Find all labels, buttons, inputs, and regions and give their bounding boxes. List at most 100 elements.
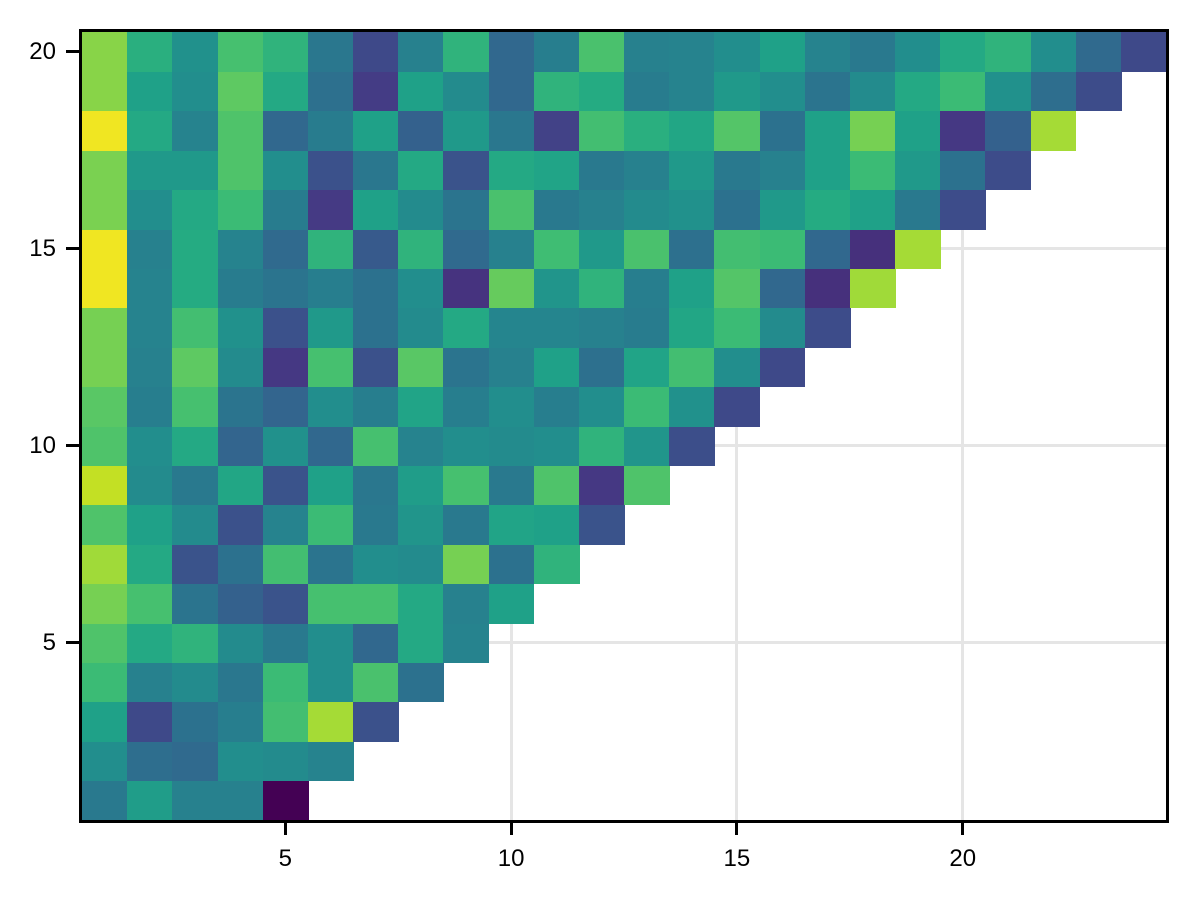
- heatmap-cell: [262, 741, 309, 782]
- heatmap-cell: [533, 229, 580, 270]
- heatmap-cell: [533, 307, 580, 348]
- heatmap-cell: [398, 504, 445, 545]
- heatmap-cell: [759, 307, 806, 348]
- heatmap-cell: [217, 268, 264, 309]
- heatmap-cell: [759, 110, 806, 151]
- y-tick-mark: [66, 247, 79, 251]
- heatmap-cell: [307, 426, 354, 467]
- heatmap-cell: [714, 229, 761, 270]
- heatmap-cell: [443, 307, 490, 348]
- heatmap-cell: [82, 32, 128, 73]
- gridline-vertical: [961, 32, 965, 820]
- heatmap-cell: [714, 347, 761, 388]
- heatmap-cell: [172, 189, 219, 230]
- y-tick-mark: [66, 444, 79, 448]
- heatmap-cell: [127, 623, 174, 664]
- x-tick-mark: [283, 823, 287, 835]
- y-tick-label: 5: [42, 628, 56, 656]
- heatmap-cell: [488, 386, 535, 427]
- heatmap-cell: [307, 229, 354, 270]
- y-tick-label: 10: [29, 431, 56, 459]
- heatmap-cell: [353, 347, 399, 388]
- heatmap-cell: [172, 701, 219, 742]
- heatmap-cell: [262, 426, 309, 467]
- heatmap-cell: [398, 71, 445, 112]
- heatmap-cell: [669, 307, 716, 348]
- heatmap-cell: [262, 71, 309, 112]
- heatmap-cell: [578, 307, 625, 348]
- heatmap-cell: [82, 741, 128, 782]
- heatmap-cell: [307, 307, 354, 348]
- heatmap-cell: [82, 189, 128, 230]
- heatmap-cell: [353, 426, 399, 467]
- heatmap-cell: [533, 465, 580, 506]
- heatmap-cell: [624, 465, 670, 506]
- heatmap-cell: [82, 150, 128, 191]
- heatmap-cell: [307, 741, 354, 782]
- heatmap-cell: [262, 583, 309, 624]
- heatmap-cell: [217, 583, 264, 624]
- heatmap-cell: [488, 150, 535, 191]
- heatmap-cell: [398, 623, 445, 664]
- heatmap-cell: [172, 307, 219, 348]
- heatmap-cell: [533, 110, 580, 151]
- heatmap-cell: [804, 32, 851, 73]
- heatmap-cell: [353, 307, 399, 348]
- heatmap-cell: [82, 268, 128, 309]
- heatmap-cell: [217, 150, 264, 191]
- heatmap-cell: [804, 229, 851, 270]
- y-tick-label: 20: [29, 37, 56, 65]
- heatmap-cell: [307, 32, 354, 73]
- heatmap-cell: [127, 504, 174, 545]
- heatmap-cell: [624, 307, 670, 348]
- heatmap-cell: [307, 189, 354, 230]
- heatmap-cell: [217, 347, 264, 388]
- heatmap-cell: [172, 268, 219, 309]
- heatmap-cell: [895, 110, 941, 151]
- heatmap-cell: [307, 544, 354, 585]
- heatmap-cell: [714, 150, 761, 191]
- heatmap-cell: [307, 465, 354, 506]
- heatmap-cell: [353, 110, 399, 151]
- heatmap-cell: [262, 347, 309, 388]
- heatmap-cell: [82, 583, 128, 624]
- heatmap-cell: [624, 229, 670, 270]
- heatmap-cell: [669, 71, 716, 112]
- y-tick-label: 15: [29, 234, 56, 262]
- heatmap-cell: [127, 583, 174, 624]
- heatmap-cell: [533, 32, 580, 73]
- heatmap-cell: [714, 71, 761, 112]
- heatmap-cell: [533, 189, 580, 230]
- heatmap-cell: [353, 386, 399, 427]
- heatmap-cell: [217, 426, 264, 467]
- heatmap-cell: [895, 71, 941, 112]
- heatmap-cell: [669, 189, 716, 230]
- heatmap-cell: [217, 189, 264, 230]
- heatmap-cell: [443, 229, 490, 270]
- heatmap-cell: [443, 150, 490, 191]
- heatmap-cell: [759, 347, 806, 388]
- heatmap-cell: [307, 701, 354, 742]
- heatmap-cell: [940, 32, 987, 73]
- heatmap-cell: [353, 189, 399, 230]
- heatmap-cell: [849, 150, 896, 191]
- heatmap-cell: [443, 71, 490, 112]
- heatmap-cell: [488, 426, 535, 467]
- heatmap-cell: [398, 268, 445, 309]
- heatmap-cell: [804, 150, 851, 191]
- heatmap-cell: [669, 110, 716, 151]
- heatmap-cell: [307, 268, 354, 309]
- heatmap-cell: [488, 583, 535, 624]
- heatmap-cell: [443, 347, 490, 388]
- heatmap-cell: [127, 150, 174, 191]
- x-tick-label: 15: [723, 845, 751, 872]
- heatmap-cell: [443, 268, 490, 309]
- x-tick-label: 10: [497, 845, 525, 872]
- heatmap-cell: [217, 701, 264, 742]
- heatmap-cell: [398, 386, 445, 427]
- heatmap-cell: [895, 189, 941, 230]
- heatmap-cell: [262, 229, 309, 270]
- heatmap-cell: [985, 32, 1032, 73]
- heatmap-cell: [217, 71, 264, 112]
- heatmap-cell: [443, 386, 490, 427]
